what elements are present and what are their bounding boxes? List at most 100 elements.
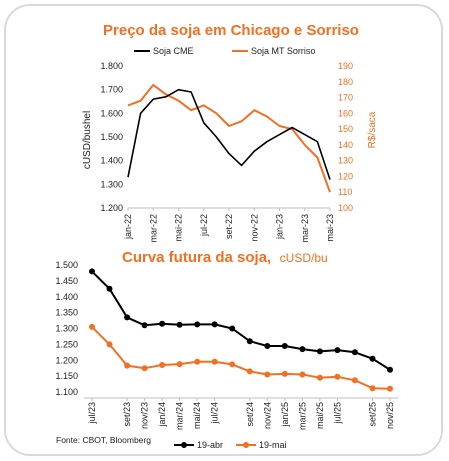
bottom-chart-unit: cUSD/bu [280, 251, 328, 265]
top-x-tick-label: mar-23 [300, 214, 310, 243]
top-x-tick-label: mar-22 [148, 214, 158, 243]
bottom-x-tick-label: jul/23 [87, 402, 97, 425]
data-point-19-abr [89, 268, 95, 275]
legend-marker-19mai [243, 442, 249, 448]
data-point-19-mai [369, 385, 376, 392]
bottom-y-tick-label: 1.150 [55, 371, 78, 381]
chart-card [4, 4, 443, 456]
bottom-y-tick-label: 1.100 [55, 387, 78, 397]
data-point-19-abr [316, 348, 323, 355]
bottom-x-tick-label: set/23 [122, 402, 132, 427]
bottom-x-tick-label: nov/23 [140, 402, 150, 429]
top-y-tick-label: 1.700 [100, 85, 123, 95]
data-point-19-abr [351, 349, 358, 356]
legend-label-cme: Soja CME [153, 46, 194, 56]
series-line-19-abr [91, 270, 391, 371]
legend-marker-19abr [181, 442, 187, 448]
series-line-19-mai [91, 326, 391, 390]
top-y2-tick-label: 180 [338, 77, 353, 87]
top-y2-tick-label: 110 [338, 187, 352, 197]
bottom-x-tick-label: mar/25 [297, 402, 307, 430]
bottom-x-tick-label: jul/25 [332, 402, 342, 425]
data-point-19-mai [351, 377, 358, 384]
data-point-19-mai [89, 323, 95, 330]
bottom-chart-title-group: Curva futura da soja, cUSD/bu [122, 249, 328, 266]
data-point-19-mai [106, 341, 113, 348]
data-point-19-abr [229, 325, 236, 332]
bottom-chart-title: Curva futura da soja, [122, 249, 271, 266]
data-point-19-abr [141, 322, 148, 329]
top-chart: 1.200 1.300 1.400 1.500 1.600 1.700 1.800 100 11… [100, 61, 353, 243]
data-point-19-abr [387, 366, 393, 373]
top-x-tick-label: jan-22 [123, 214, 133, 240]
top-y2-tick-label: 190 [338, 61, 353, 71]
top-y2-tick-label: 150 [338, 124, 353, 134]
bottom-y-tick-label: 1.250 [55, 339, 78, 349]
data-point-19-abr [124, 314, 131, 321]
bottom-chart: 1.100 1.150 1.200 1.250 1.300 1.350 1.400 1.450… [55, 260, 398, 430]
series-line-soja-cme [127, 88, 331, 180]
bottom-x-tick-label: jan/24 [157, 402, 167, 428]
bottom-y-tick-label: 1.300 [55, 324, 78, 334]
bottom-y-tick-label: 1.400 [55, 292, 78, 302]
source-note: Fonte: CBOT, Bloomberg [56, 435, 151, 445]
data-point-19-mai [334, 373, 341, 380]
top-x-tick-label: nov-22 [249, 214, 259, 242]
top-x-tick-label: mai-23 [325, 214, 335, 242]
data-point-19-abr [159, 320, 166, 327]
bottom-x-tick-label: set/25 [367, 402, 377, 427]
series-line-soja-mt-sorriso [127, 83, 331, 193]
top-y2-tick-label: 160 [338, 108, 353, 118]
top-y2-tick-label: 120 [338, 171, 353, 181]
top-y-axis-label: cUSD/bushel [82, 111, 93, 169]
data-point-19-abr [281, 343, 288, 349]
data-point-19-abr [176, 321, 183, 328]
data-point-19-mai [246, 368, 253, 375]
top-y-tick-label: 1.400 [100, 156, 123, 166]
data-point-19-mai [387, 385, 393, 392]
data-point-19-abr [246, 338, 253, 345]
data-point-19-mai [281, 370, 288, 377]
data-point-19-abr [211, 321, 218, 328]
bottom-x-tick-label: jan/25 [280, 402, 290, 428]
top-y-tick-label: 1.500 [100, 132, 123, 142]
top-x-tick-label: set-22 [224, 214, 234, 239]
bottom-x-tick-label: jul/24 [210, 402, 220, 425]
top-y-tick-label: 1.800 [100, 61, 123, 71]
bottom-x-tick-label: set/24 [245, 402, 255, 427]
data-point-19-mai [316, 374, 323, 381]
bottom-y-tick-label: 1.500 [55, 260, 78, 270]
bottom-x-tick-label: nov/25 [385, 402, 395, 429]
bottom-y-tick-label: 1.200 [55, 355, 78, 365]
data-point-19-abr [369, 355, 376, 362]
data-point-19-mai [124, 362, 131, 369]
bottom-y-tick-label: 1.350 [55, 308, 78, 318]
top-y2-axis-label: R$/saca [367, 111, 378, 148]
bottom-x-tick-label: mai/24 [192, 402, 202, 429]
data-point-19-mai [299, 371, 306, 378]
top-y2-tick-label: 100 [338, 203, 353, 213]
bottom-x-tick-label: nov/24 [262, 402, 272, 429]
data-point-19-abr [106, 285, 113, 292]
bottom-y-tick-label: 1.450 [55, 276, 78, 286]
top-chart-title: Preço da soja em Chicago e Sorriso [103, 22, 359, 39]
bottom-x-tick-label: mar/24 [175, 402, 185, 430]
top-y2-tick-label: 170 [338, 93, 353, 103]
data-point-19-abr [264, 343, 271, 349]
legend-label-19abr: 19-abr [197, 440, 223, 450]
top-y-tick-label: 1.600 [100, 108, 123, 118]
data-point-19-mai [159, 362, 166, 368]
data-point-19-abr [194, 321, 201, 328]
top-y2-tick-label: 140 [338, 140, 353, 150]
data-point-19-mai [141, 365, 148, 372]
top-y-tick-label: 1.200 [100, 203, 123, 213]
data-point-19-abr [299, 346, 306, 353]
data-point-19-mai [176, 361, 183, 368]
data-point-19-mai [194, 358, 201, 365]
legend-label-19mai: 19-mai [259, 440, 287, 450]
data-point-19-mai [229, 361, 236, 368]
top-y-tick-label: 1.300 [100, 179, 123, 189]
data-point-19-mai [264, 371, 271, 378]
data-point-19-mai [211, 358, 218, 365]
